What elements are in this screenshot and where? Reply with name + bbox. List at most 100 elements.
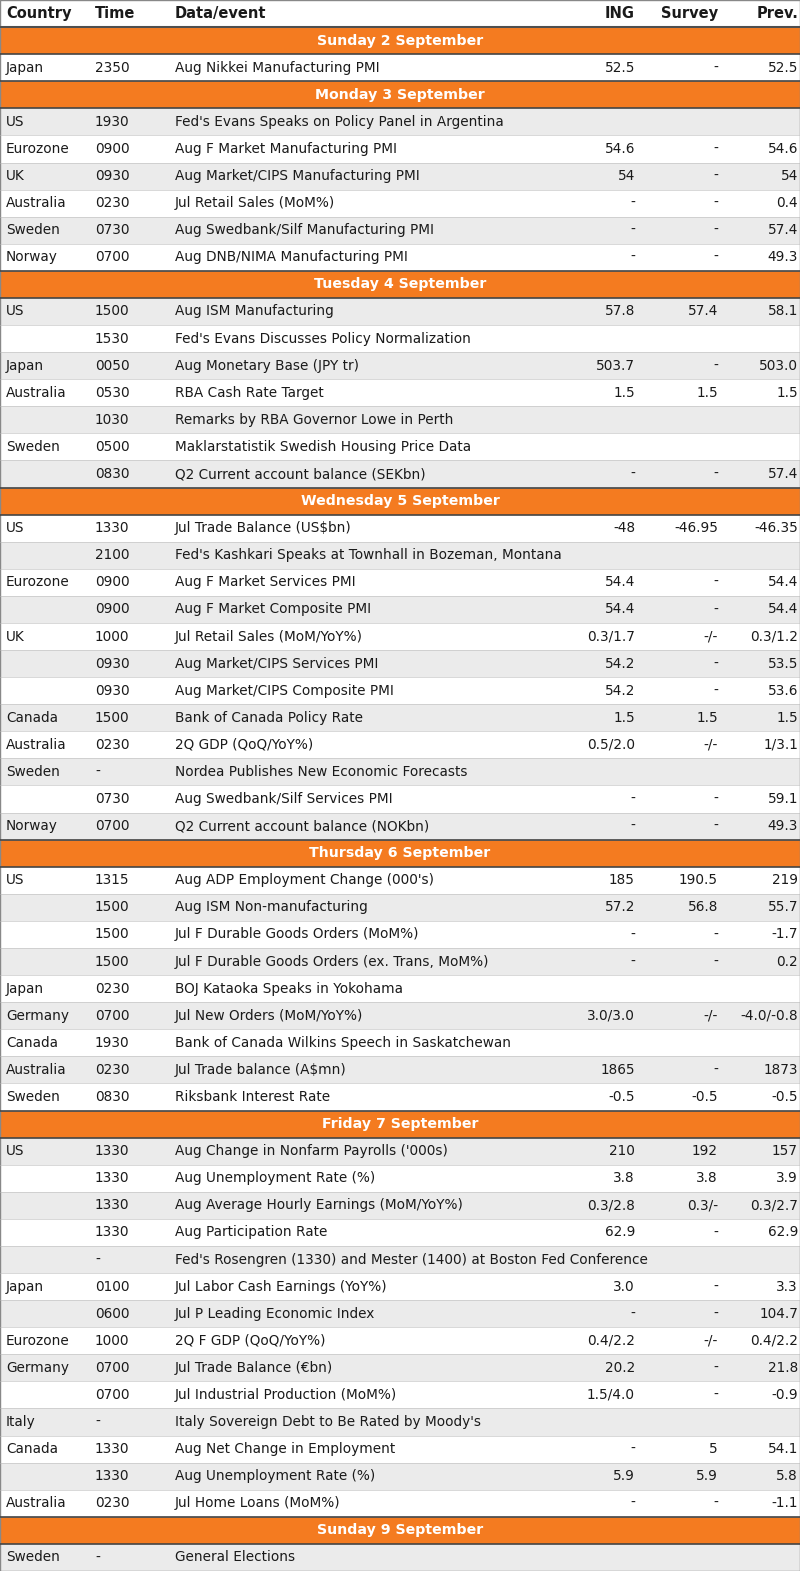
Text: 1330: 1330: [95, 1172, 130, 1185]
Text: Jul Trade Balance (US$bn): Jul Trade Balance (US$bn): [175, 522, 352, 536]
Text: US: US: [6, 522, 25, 536]
Text: 1330: 1330: [95, 1199, 130, 1213]
Bar: [0, 947, 800, 976]
Text: 0700: 0700: [95, 250, 130, 264]
Text: 54.1: 54.1: [768, 1442, 798, 1456]
Text: Sunday 2 September: Sunday 2 September: [317, 33, 483, 47]
Text: Wednesday 5 September: Wednesday 5 September: [301, 495, 499, 507]
Bar: [0, 921, 800, 947]
Text: -: -: [630, 196, 635, 211]
Text: 5.8: 5.8: [776, 1469, 798, 1483]
Text: 3.0: 3.0: [614, 1280, 635, 1293]
Text: 49.3: 49.3: [768, 250, 798, 264]
Text: Aug Monetary Base (JPY tr): Aug Monetary Base (JPY tr): [175, 358, 359, 372]
Text: -/-: -/-: [704, 1009, 718, 1023]
Bar: [0, 82, 800, 108]
Text: Aug ADP Employment Change (000's): Aug ADP Employment Change (000's): [175, 873, 434, 888]
Text: 0.3/1.7: 0.3/1.7: [587, 630, 635, 644]
Text: Fed's Kashkari Speaks at Townhall in Bozeman, Montana: Fed's Kashkari Speaks at Townhall in Boz…: [175, 548, 562, 562]
Text: 0500: 0500: [95, 440, 130, 454]
Text: -: -: [95, 765, 100, 779]
Bar: [0, 894, 800, 921]
Text: 0600: 0600: [95, 1307, 130, 1321]
Bar: [0, 1219, 800, 1246]
Bar: [0, 1354, 800, 1381]
Text: 58.1: 58.1: [768, 305, 798, 319]
Text: Thursday 6 September: Thursday 6 September: [310, 847, 490, 861]
Text: 54.6: 54.6: [605, 141, 635, 156]
Text: 192: 192: [692, 1144, 718, 1158]
Text: -/-: -/-: [704, 738, 718, 753]
Bar: [0, 1518, 800, 1544]
Bar: [0, 786, 800, 812]
Text: 1.5: 1.5: [614, 386, 635, 399]
Text: -: -: [713, 1225, 718, 1240]
Text: 1.5: 1.5: [696, 710, 718, 724]
Text: 2Q F GDP (QoQ/YoY%): 2Q F GDP (QoQ/YoY%): [175, 1334, 326, 1348]
Text: 5: 5: [710, 1442, 718, 1456]
Text: 0230: 0230: [95, 1496, 130, 1510]
Text: -: -: [713, 250, 718, 264]
Bar: [0, 1489, 800, 1518]
Text: 54.4: 54.4: [768, 575, 798, 589]
Text: -: -: [713, 358, 718, 372]
Text: Australia: Australia: [6, 1064, 66, 1076]
Text: Jul F Durable Goods Orders (ex. Trans, MoM%): Jul F Durable Goods Orders (ex. Trans, M…: [175, 955, 490, 969]
Text: 1500: 1500: [95, 927, 130, 941]
Text: US: US: [6, 305, 25, 319]
Text: US: US: [6, 1144, 25, 1158]
Bar: [0, 108, 800, 135]
Text: 55.7: 55.7: [767, 900, 798, 914]
Text: -: -: [713, 1360, 718, 1375]
Text: -: -: [630, 818, 635, 833]
Bar: [0, 244, 800, 270]
Text: -: -: [630, 467, 635, 481]
Text: -: -: [630, 927, 635, 941]
Text: Australia: Australia: [6, 1496, 66, 1510]
Bar: [0, 624, 800, 650]
Text: Data/event: Data/event: [175, 6, 266, 20]
Text: 3.3: 3.3: [776, 1280, 798, 1293]
Text: Fed's Rosengren (1330) and Mester (1400) at Boston Fed Conference: Fed's Rosengren (1330) and Mester (1400)…: [175, 1252, 648, 1266]
Text: 0700: 0700: [95, 1009, 130, 1023]
Text: 1.5: 1.5: [776, 386, 798, 399]
Text: 1330: 1330: [95, 1469, 130, 1483]
Text: 1930: 1930: [95, 115, 130, 129]
Text: 57.4: 57.4: [768, 223, 798, 237]
Text: 57.4: 57.4: [688, 305, 718, 319]
Text: 0050: 0050: [95, 358, 130, 372]
Bar: [0, 1084, 800, 1111]
Text: -: -: [713, 1387, 718, 1401]
Text: 1/3.1: 1/3.1: [763, 738, 798, 753]
Text: 0830: 0830: [95, 467, 130, 481]
Text: Maklarstatistik Swedish Housing Price Data: Maklarstatistik Swedish Housing Price Da…: [175, 440, 471, 454]
Text: Sweden: Sweden: [6, 223, 60, 237]
Text: 1500: 1500: [95, 305, 130, 319]
Text: 0100: 0100: [95, 1280, 130, 1293]
Text: 104.7: 104.7: [759, 1307, 798, 1321]
Text: 0.5/2.0: 0.5/2.0: [587, 738, 635, 753]
Text: 0.4: 0.4: [776, 196, 798, 211]
Text: 1030: 1030: [95, 413, 130, 427]
Text: Bank of Canada Policy Rate: Bank of Canada Policy Rate: [175, 710, 363, 724]
Text: Jul Retail Sales (MoM/YoY%): Jul Retail Sales (MoM/YoY%): [175, 630, 363, 644]
Text: -: -: [713, 1064, 718, 1076]
Text: -46.95: -46.95: [674, 522, 718, 536]
Text: 210: 210: [609, 1144, 635, 1158]
Text: 190.5: 190.5: [679, 873, 718, 888]
Text: Aug ISM Manufacturing: Aug ISM Manufacturing: [175, 305, 334, 319]
Text: General Elections: General Elections: [175, 1551, 295, 1565]
Bar: [0, 53, 800, 82]
Text: -0.5: -0.5: [691, 1090, 718, 1104]
Text: Japan: Japan: [6, 358, 44, 372]
Text: Fed's Evans Discusses Policy Normalization: Fed's Evans Discusses Policy Normalizati…: [175, 331, 471, 346]
Text: Aug Swedbank/Silf Manufacturing PMI: Aug Swedbank/Silf Manufacturing PMI: [175, 223, 434, 237]
Text: 49.3: 49.3: [768, 818, 798, 833]
Text: -: -: [713, 683, 718, 698]
Text: 1865: 1865: [600, 1064, 635, 1076]
Text: 0930: 0930: [95, 683, 130, 698]
Text: -: -: [630, 250, 635, 264]
Text: 2350: 2350: [95, 61, 130, 75]
Bar: [0, 190, 800, 217]
Text: 0830: 0830: [95, 1090, 130, 1104]
